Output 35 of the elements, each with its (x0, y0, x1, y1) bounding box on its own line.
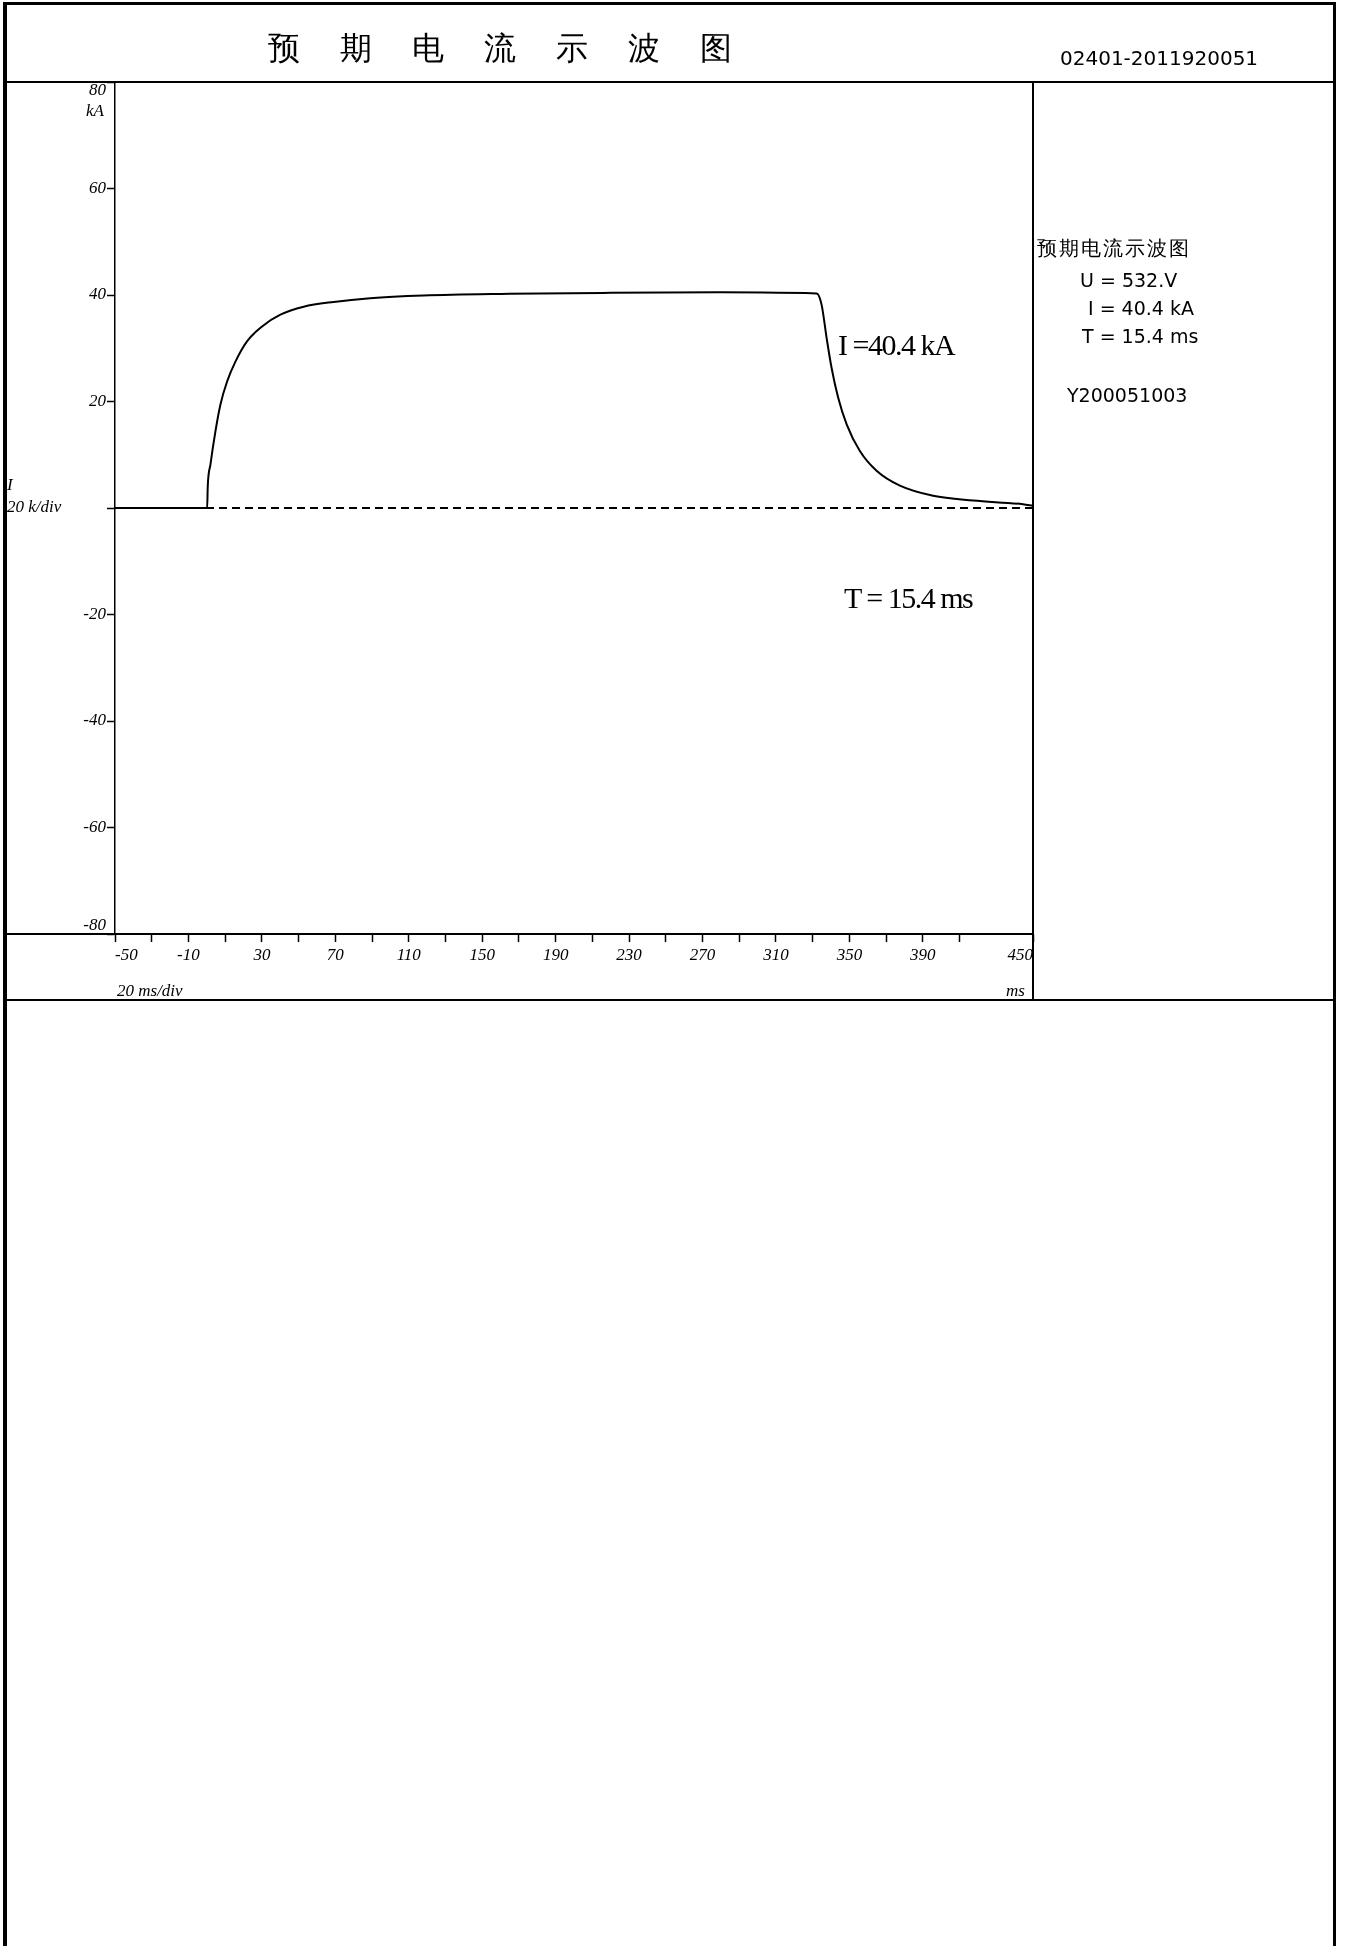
annotation: T = 15.4 ms (844, 581, 973, 614)
y-tick-label: -80 (83, 914, 107, 934)
x-tick-label: 110 (396, 944, 422, 964)
x-tick-label: 30 (252, 944, 271, 964)
text: 02401-2011920051 (1060, 46, 1259, 70)
x-tick-label: 390 (909, 944, 937, 964)
text: 预期电流示波图 (1037, 237, 1191, 259)
x-tick-label: 270 (689, 944, 716, 964)
text: Y200051003 (1067, 384, 1188, 406)
y-tick-label: 20 (89, 390, 107, 410)
x-tick-label: -10 (177, 944, 201, 964)
x-tick-label: 190 (542, 944, 569, 964)
y-tick-label: 40 (89, 284, 107, 304)
y-tick-label: -40 (83, 710, 107, 730)
chart-title: 预期电流示波图 (268, 30, 772, 66)
text: T = 15.4 ms (1082, 325, 1199, 347)
text: I = 40.4 kA (1088, 297, 1194, 319)
y-axis-title: kA (86, 101, 104, 120)
y-tick-label: 60 (89, 177, 107, 197)
x-tick-label: -50 (115, 944, 139, 964)
text: U = 532.V (1080, 269, 1178, 291)
text: 20 k/div (7, 497, 62, 516)
y-tick-label: 80 (89, 79, 107, 99)
x-axis-title: ms (1006, 981, 1025, 1000)
text: 20 ms/div (117, 981, 183, 1000)
y-tick-label: -60 (83, 816, 107, 836)
x-tick-label: 150 (469, 944, 496, 964)
x-tick-label: 70 (326, 944, 345, 964)
text: I (7, 475, 13, 494)
x-tick-label: 310 (762, 944, 790, 964)
x-tick-label: 230 (616, 944, 643, 964)
x-tick-label: 450 (1007, 944, 1034, 964)
y-tick-label: -20 (83, 603, 107, 623)
x-tick-label: 350 (835, 944, 863, 964)
annotation: I =40.4 kA (838, 328, 955, 361)
